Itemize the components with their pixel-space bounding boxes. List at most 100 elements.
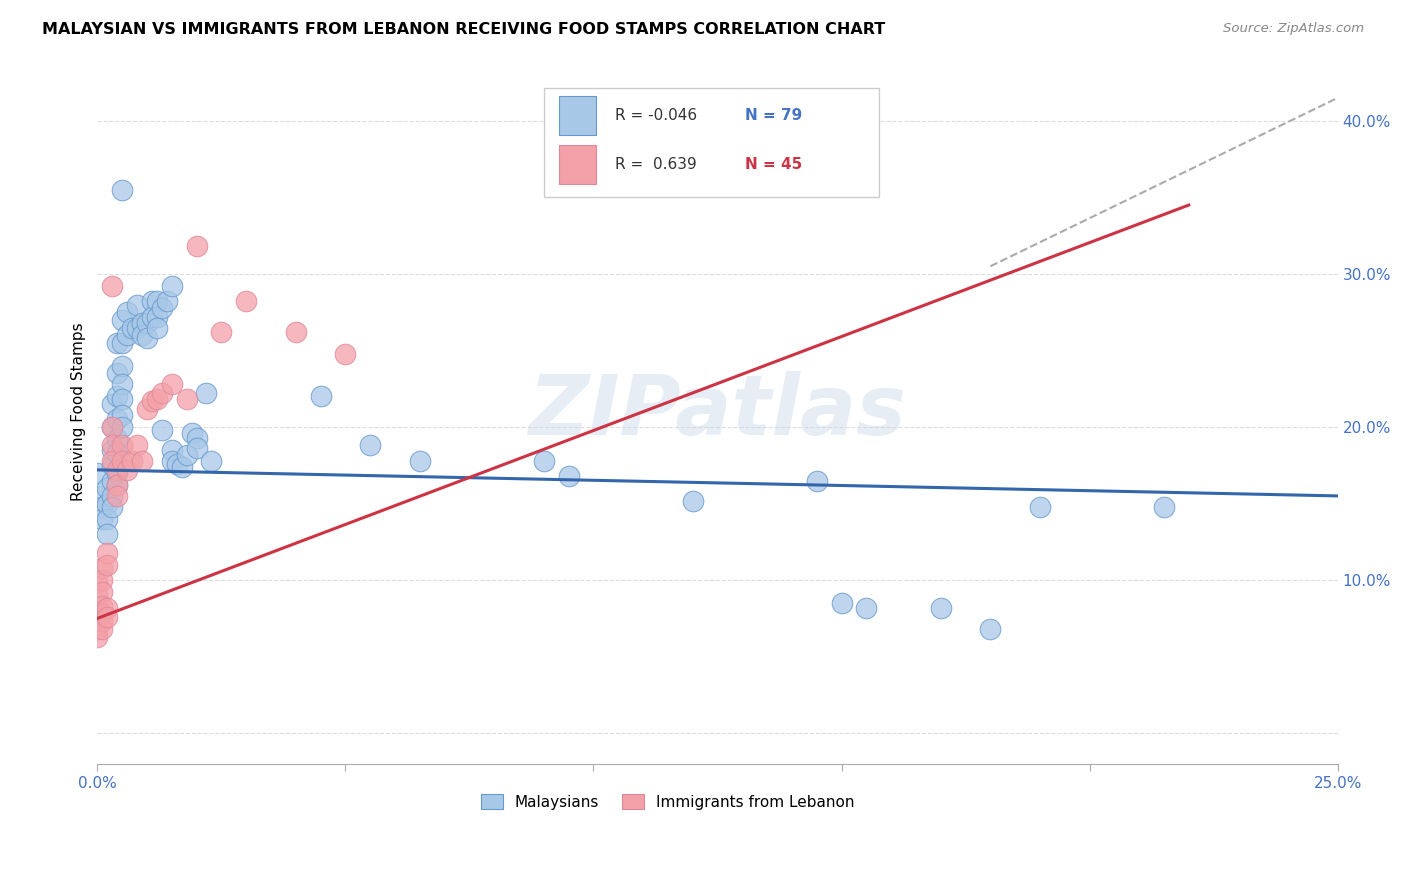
Point (146, 392, 169, 407)
Point (146, 320, 169, 334)
Point (105, 412, 128, 426)
Point (96, 527, 118, 541)
Point (91, 622, 114, 636)
Point (91, 573, 114, 587)
Point (91, 500, 114, 514)
Text: ZIPatlas: ZIPatlas (529, 371, 907, 452)
Y-axis label: Receiving Food Stamps: Receiving Food Stamps (72, 322, 86, 501)
Point (682, 493, 704, 508)
Point (105, 463, 128, 477)
Point (125, 320, 148, 334)
Point (115, 328, 138, 343)
Point (136, 401, 159, 416)
Point (195, 386, 218, 401)
Point (146, 310, 169, 324)
Point (1153, 500, 1175, 514)
Point (141, 310, 163, 324)
Point (115, 305, 138, 319)
Point (91, 599, 114, 614)
Point (111, 335, 134, 350)
Point (101, 420, 124, 434)
Point (86, 466, 108, 480)
Point (111, 453, 134, 467)
Point (929, 600, 952, 615)
Point (91, 489, 114, 503)
Point (131, 328, 153, 343)
Bar (558, 145, 596, 184)
Point (101, 453, 124, 467)
Point (180, 426, 202, 441)
Point (557, 469, 579, 483)
Point (105, 466, 128, 480)
Text: N = 79: N = 79 (745, 108, 801, 123)
Point (96, 600, 118, 615)
Point (91, 512, 114, 526)
Point (146, 294, 169, 309)
Point (111, 420, 134, 434)
Point (101, 420, 124, 434)
Point (156, 294, 179, 309)
Point (121, 320, 143, 334)
Text: R =  0.639: R = 0.639 (614, 157, 696, 172)
Point (141, 294, 163, 309)
Point (101, 279, 124, 293)
Point (101, 489, 124, 503)
Point (150, 386, 173, 401)
Point (105, 389, 128, 403)
Point (235, 294, 257, 309)
Point (86, 607, 108, 621)
Point (209, 325, 232, 339)
Point (200, 453, 222, 467)
Point (86, 615, 108, 629)
Point (91, 607, 114, 621)
Point (170, 459, 193, 474)
Point (111, 408, 134, 422)
Point (335, 346, 357, 360)
Point (979, 622, 1001, 636)
Point (101, 442, 124, 457)
Point (125, 297, 148, 311)
Point (186, 239, 208, 253)
Point (186, 431, 208, 445)
Point (101, 397, 124, 411)
Text: Source: ZipAtlas.com: Source: ZipAtlas.com (1223, 22, 1364, 36)
Point (111, 313, 134, 327)
Point (160, 377, 183, 392)
Point (111, 392, 134, 407)
Point (309, 389, 332, 403)
Point (96, 512, 118, 526)
Point (806, 474, 828, 488)
Point (831, 596, 853, 610)
Point (136, 331, 159, 345)
Point (105, 446, 128, 460)
Point (166, 457, 188, 471)
Point (91, 585, 114, 599)
Point (91, 615, 114, 629)
Point (96, 610, 118, 624)
Point (131, 453, 153, 467)
Point (86, 589, 108, 603)
Point (111, 377, 134, 392)
Point (150, 423, 173, 437)
Point (160, 279, 183, 293)
Point (176, 392, 198, 407)
Text: N = 45: N = 45 (745, 157, 801, 172)
Legend: Malaysians, Immigrants from Lebanon: Malaysians, Immigrants from Lebanon (475, 789, 860, 816)
Point (86, 630, 108, 644)
Text: R = -0.046: R = -0.046 (614, 108, 697, 123)
FancyBboxPatch shape (544, 87, 879, 197)
Point (86, 599, 108, 614)
Point (150, 301, 173, 315)
Bar (558, 96, 596, 135)
Point (121, 453, 143, 467)
Point (855, 600, 877, 615)
Point (160, 453, 183, 467)
Point (86, 576, 108, 591)
Text: MALAYSIAN VS IMMIGRANTS FROM LEBANON RECEIVING FOOD STAMPS CORRELATION CHART: MALAYSIAN VS IMMIGRANTS FROM LEBANON REC… (42, 22, 886, 37)
Point (131, 316, 153, 330)
Point (111, 183, 134, 197)
Point (86, 622, 108, 636)
Point (105, 478, 128, 492)
Point (136, 316, 159, 330)
Point (186, 442, 208, 456)
